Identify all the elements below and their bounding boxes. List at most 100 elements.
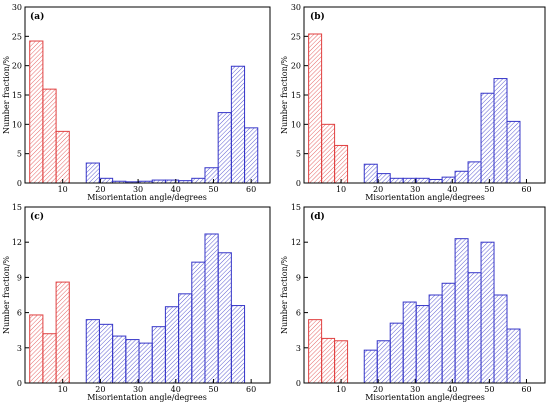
panel-label: (a)	[30, 11, 44, 22]
bar	[506, 120, 521, 184]
bar	[138, 342, 153, 384]
x-tick-label: 10	[58, 185, 68, 194]
y-tick-label: 0	[17, 379, 22, 388]
y-tick-label: 5	[296, 150, 301, 159]
x-tick-label: 50	[208, 185, 218, 194]
y-tick-label: 12	[12, 238, 22, 247]
bar	[98, 177, 114, 184]
y-axis-label: Number fraction/%	[280, 56, 289, 134]
x-tick-label: 30	[133, 385, 143, 394]
x-axis-label: Misorientation angle/degrees	[365, 193, 485, 202]
panel-a: 10 20 30 40 50 60 0 5 10 15 20 25 30 (a) Misorientat…	[2, 3, 271, 202]
y-tick-label: 6	[17, 309, 22, 318]
bar	[454, 170, 469, 184]
y-tick-label: 12	[291, 238, 301, 247]
x-tick-label: 30	[133, 185, 143, 194]
bar	[191, 261, 206, 384]
bar	[29, 314, 44, 384]
bar	[467, 161, 482, 184]
x-tick-label: 50	[484, 385, 494, 394]
bar	[55, 281, 70, 384]
bar	[230, 305, 246, 384]
y-tick-label: 20	[291, 62, 301, 71]
bar	[480, 241, 495, 384]
y-tick-label: 0	[296, 379, 301, 388]
panel-c: 10 20 30 40 50 60 0 3 6 9 12 15 (c) Misorientation …	[2, 203, 271, 402]
panel-d-ticks: 10 20 30 40 50 60 0 3 6 9 12 15	[291, 203, 532, 394]
bar	[506, 328, 521, 384]
y-axis-label: Number fraction/%	[2, 256, 11, 334]
bar	[454, 238, 469, 384]
bar	[191, 177, 206, 184]
panel-b-bars	[308, 33, 521, 184]
y-tick-label: 30	[291, 3, 301, 12]
x-tick-label: 40	[171, 385, 181, 394]
plot-frame	[303, 206, 546, 384]
x-tick-label: 60	[246, 185, 256, 194]
y-axis-label: Number fraction/%	[2, 56, 11, 134]
y-tick-label: 9	[17, 273, 22, 282]
bar	[334, 144, 349, 184]
y-tick-label: 15	[12, 91, 22, 100]
bar	[42, 333, 57, 384]
bar	[42, 88, 57, 184]
bar	[217, 252, 232, 384]
panel-c-ticks: 10 20 30 40 50 60 0 3 6 9 12 15	[12, 203, 256, 394]
y-tick-label: 25	[12, 32, 22, 41]
bar	[204, 167, 219, 184]
x-tick-label: 50	[208, 385, 218, 394]
panel-c-bars	[29, 233, 246, 384]
bar	[493, 294, 508, 384]
y-tick-label: 10	[12, 120, 22, 129]
bar	[244, 127, 259, 184]
bar	[441, 282, 456, 384]
x-tick-label: 60	[521, 185, 531, 194]
bar	[389, 177, 404, 184]
bar	[125, 339, 140, 384]
bar	[415, 305, 430, 384]
panel-d-bars	[308, 238, 521, 384]
bar	[164, 306, 180, 384]
x-tick-label: 30	[410, 185, 420, 194]
y-tick-label: 15	[12, 203, 22, 212]
x-tick-label: 50	[484, 185, 494, 194]
bar	[308, 319, 323, 384]
bar	[85, 162, 100, 184]
y-tick-label: 15	[291, 91, 301, 100]
bar	[402, 301, 417, 384]
bar	[55, 130, 70, 184]
y-tick-label: 0	[296, 179, 301, 188]
bar	[308, 33, 323, 184]
x-tick-label: 20	[95, 185, 105, 194]
bar	[151, 326, 166, 384]
bar	[376, 340, 391, 384]
y-tick-label: 5	[17, 150, 22, 159]
bar	[321, 123, 336, 184]
y-tick-label: 6	[296, 309, 301, 318]
y-tick-label: 15	[291, 203, 301, 212]
x-tick-label: 40	[447, 185, 457, 194]
y-axis-label: Number fraction/%	[280, 256, 289, 334]
panel-label: (d)	[310, 211, 325, 222]
bar	[334, 340, 349, 384]
panel-label: (b)	[310, 11, 325, 22]
y-tick-label: 0	[17, 179, 22, 188]
bar	[363, 163, 378, 184]
plot-frame	[24, 206, 271, 384]
bar	[467, 272, 482, 384]
panel-a-bars	[29, 40, 259, 184]
x-axis-label: Misorientation angle/degrees	[87, 193, 207, 202]
x-tick-label: 10	[58, 385, 68, 394]
x-tick-label: 20	[95, 385, 105, 394]
y-tick-label: 10	[291, 120, 301, 129]
x-tick-label: 60	[521, 385, 531, 394]
y-tick-label: 20	[12, 62, 22, 71]
x-axis-label: Misorientation angle/degrees	[87, 393, 207, 402]
bar	[415, 177, 430, 184]
y-tick-label: 30	[12, 3, 22, 12]
x-tick-label: 20	[373, 185, 383, 194]
bar	[178, 293, 193, 384]
panel-b-ticks: 10 20 30 40 50 60 0 5 10 15 20 25 30	[291, 3, 532, 194]
bar	[402, 177, 417, 184]
